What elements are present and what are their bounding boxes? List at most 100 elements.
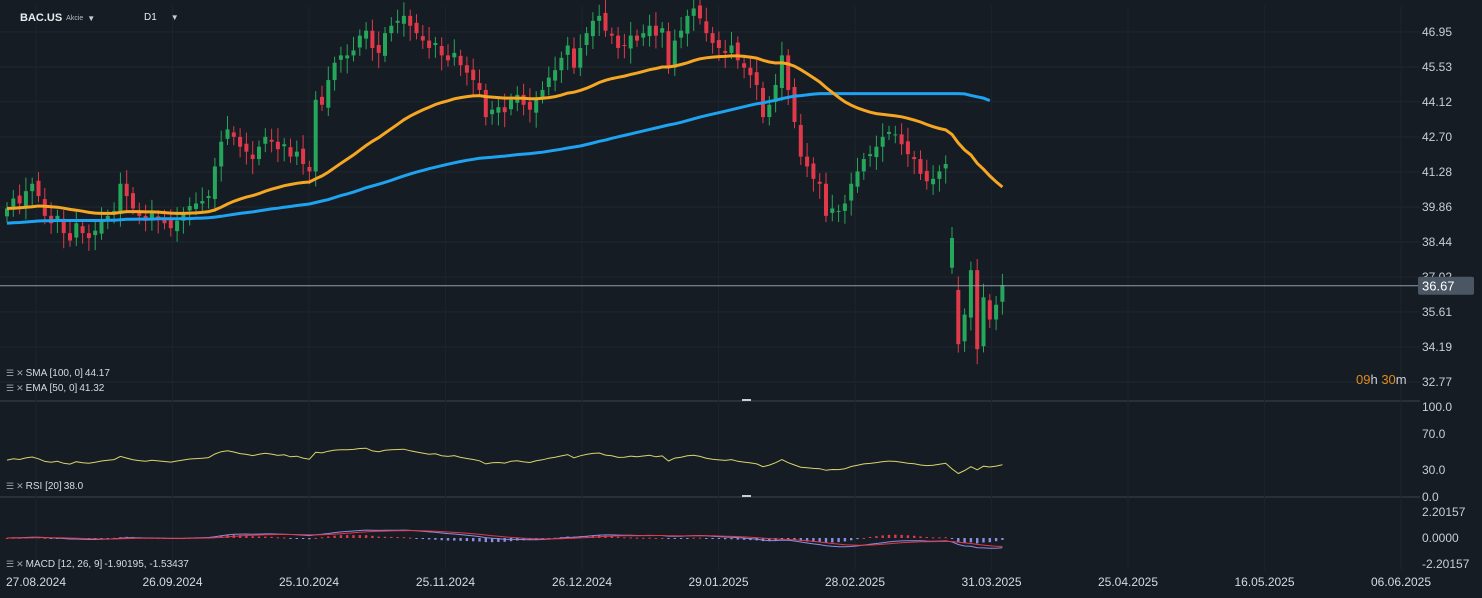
macd-tick-label: 0.0000 [1422, 531, 1459, 545]
candle-body [433, 43, 438, 46]
candle-body [351, 50, 356, 56]
candle [924, 159, 929, 190]
candle-body [679, 30, 684, 38]
macd-line [6, 529, 1003, 549]
candle [301, 135, 306, 175]
candle-body [861, 159, 866, 172]
macd-bar [768, 538, 771, 542]
pane-resize-handle[interactable] [742, 399, 751, 401]
macd-bar [673, 538, 676, 539]
ema-label: EMA [50, 0] [25, 383, 78, 394]
close-icon[interactable]: ✕ [16, 368, 24, 378]
macd-bar [264, 536, 267, 538]
macd-bar [465, 538, 469, 542]
date-tick-label: 27.08.2024 [6, 575, 66, 589]
menu-icon[interactable]: ☰ [6, 481, 15, 491]
macd-bar [950, 538, 954, 539]
candle [238, 128, 243, 158]
close-icon[interactable]: ✕ [16, 559, 24, 569]
close-icon[interactable]: ✕ [16, 383, 24, 393]
macd-bar [339, 535, 343, 538]
candle-body [17, 195, 22, 204]
candle [427, 26, 432, 59]
macd-bar [642, 537, 645, 539]
candle-body [874, 146, 879, 158]
candle-body [962, 314, 967, 342]
candle [698, 0, 702, 25]
macd-bar [610, 536, 613, 538]
sma-label: SMA [100, 0] [25, 368, 83, 379]
candle-body [238, 136, 243, 147]
macd-bar [661, 537, 664, 539]
menu-icon[interactable]: ☰ [6, 559, 15, 569]
macd-bar [346, 535, 349, 538]
chevron-down-icon: ▼ [170, 13, 179, 22]
menu-icon[interactable]: ☰ [6, 368, 15, 378]
legend-rsi: ☰ ✕ RSI [20] 38.0 [6, 481, 83, 492]
date-tick-label: 06.06.2025 [1371, 575, 1431, 589]
candle [275, 128, 280, 163]
close-icon[interactable]: ✕ [16, 481, 24, 491]
interval-selector[interactable]: D1 ▼ [144, 12, 179, 23]
macd-bar [868, 536, 872, 538]
legend-ema: ☰ ✕ EMA [50, 0] 41.32 [6, 383, 104, 394]
candle [546, 66, 551, 96]
macd-bar [358, 535, 361, 538]
pane-resize-handle[interactable] [742, 495, 751, 497]
candle-body [723, 50, 728, 53]
candle [414, 14, 419, 40]
candle-body [225, 129, 230, 139]
candle-body [206, 196, 211, 199]
date-tick-label: 26.09.2024 [142, 575, 202, 589]
candle [830, 194, 835, 222]
candle-body [168, 220, 173, 229]
candle-body [61, 218, 66, 234]
macd-bar [623, 537, 626, 539]
menu-icon[interactable]: ☰ [6, 383, 15, 393]
candle [80, 220, 85, 244]
candle-body [212, 166, 217, 200]
candle [641, 24, 646, 46]
candle [918, 150, 923, 181]
price-tick-label: 46.95 [1422, 25, 1452, 39]
candle-body [918, 159, 923, 174]
macd-bar [730, 538, 733, 540]
macd-bar [742, 538, 746, 540]
candle [446, 44, 450, 67]
countdown-hours: 09 [1356, 372, 1371, 387]
candle-body [616, 35, 621, 48]
macd-bar [327, 536, 330, 538]
candlestick-series [5, 0, 1005, 365]
candle [389, 17, 394, 42]
macd-bar [383, 536, 387, 538]
macd-bar [793, 538, 796, 540]
legend-macd: ☰ ✕ MACD [12, 26, 9] -1.90195, -1.53437 [6, 559, 189, 570]
candle-body [880, 136, 885, 147]
macd-bar [1001, 538, 1004, 540]
macd-bar [119, 536, 122, 538]
candle [893, 125, 898, 144]
macd-bar [698, 537, 702, 539]
candle-body [912, 157, 917, 160]
macd-bar [705, 538, 708, 539]
candle-body [395, 20, 400, 23]
symbol-type: Akcie [66, 14, 84, 22]
candle-body [672, 40, 677, 68]
candle-body [408, 15, 413, 26]
candle-body [483, 89, 488, 118]
candle-body [231, 132, 236, 137]
candle [338, 46, 343, 73]
candle [660, 22, 665, 48]
macd-bar [43, 537, 46, 539]
candle-body [187, 205, 192, 211]
candle-body [773, 85, 778, 102]
candle [36, 172, 41, 203]
chevron-down-icon: ▼ [87, 13, 96, 23]
candle-body [798, 124, 803, 157]
price-tick-label: 45.53 [1422, 60, 1452, 74]
macd-value: -1.90195, -1.53437 [104, 559, 189, 570]
candle [723, 39, 728, 68]
candle-body [118, 183, 123, 214]
symbol-selector[interactable]: BAC.US Akcie ▼ [20, 12, 95, 24]
